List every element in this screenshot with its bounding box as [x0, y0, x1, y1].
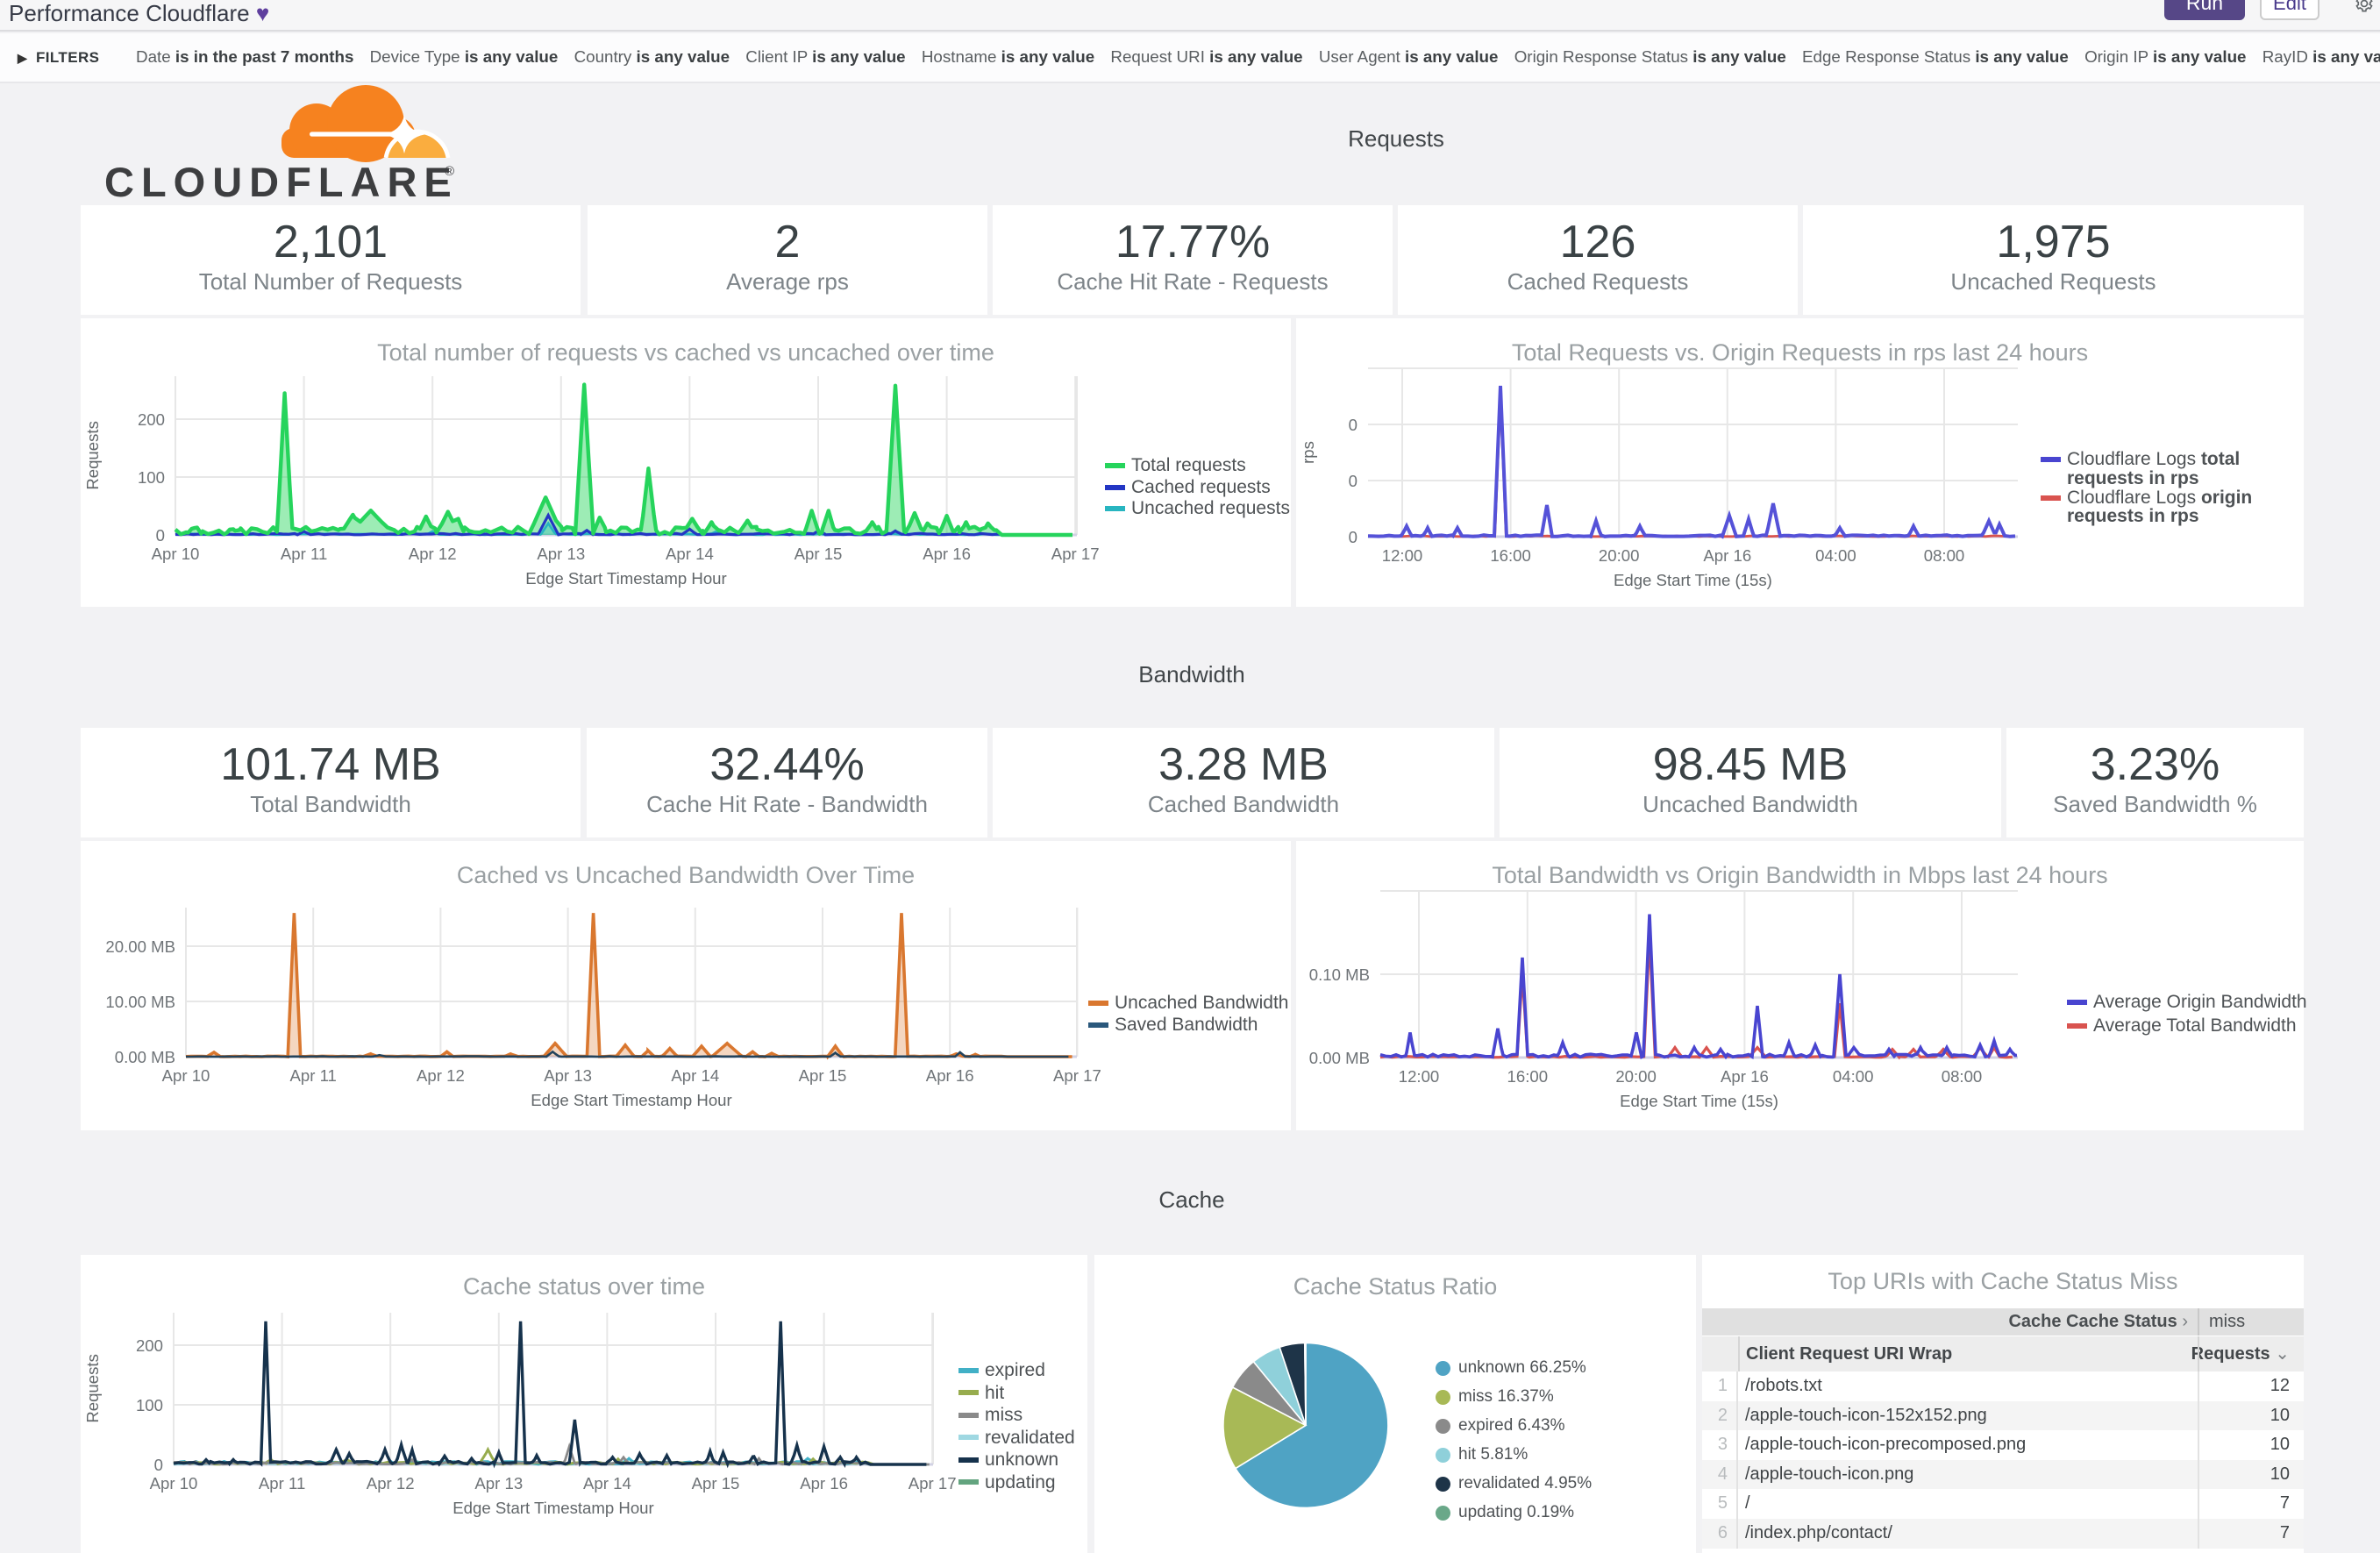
svg-text:Apr 17: Apr 17 — [909, 1474, 957, 1492]
svg-text:Edge Start Time (15s): Edge Start Time (15s) — [1620, 1092, 1778, 1110]
svg-text:Apr 12: Apr 12 — [367, 1474, 415, 1492]
svg-text:rps: rps — [1299, 441, 1317, 464]
svg-text:0.10 MB: 0.10 MB — [1309, 965, 1370, 984]
svg-text:Apr 11: Apr 11 — [289, 1066, 336, 1085]
svg-text:04:00: 04:00 — [1815, 546, 1856, 565]
svg-text:Apr 14: Apr 14 — [666, 545, 714, 563]
svg-text:Apr 10: Apr 10 — [150, 1474, 198, 1492]
svg-text:Edge Start Timestamp Hour: Edge Start Timestamp Hour — [525, 569, 726, 588]
svg-text:0.00 MB: 0.00 MB — [1309, 1049, 1370, 1067]
svg-text:0: 0 — [1349, 528, 1357, 546]
svg-text:Apr 15: Apr 15 — [795, 545, 843, 563]
svg-text:0.00 MB: 0.00 MB — [115, 1048, 175, 1066]
svg-text:0: 0 — [154, 1456, 163, 1474]
svg-text:20:00: 20:00 — [1599, 546, 1640, 565]
svg-text:200: 200 — [136, 1336, 163, 1355]
svg-text:Apr 15: Apr 15 — [799, 1066, 847, 1085]
svg-text:16:00: 16:00 — [1507, 1067, 1549, 1086]
svg-text:12:00: 12:00 — [1399, 1067, 1440, 1086]
svg-text:12:00: 12:00 — [1382, 546, 1423, 565]
svg-text:Edge Start Timestamp Hour: Edge Start Timestamp Hour — [452, 1499, 653, 1517]
svg-text:®: ® — [445, 164, 454, 179]
svg-text:200: 200 — [138, 410, 165, 429]
svg-text:16:00: 16:00 — [1490, 546, 1531, 565]
svg-text:Apr 14: Apr 14 — [583, 1474, 631, 1492]
svg-text:0: 0 — [156, 526, 165, 545]
svg-text:Apr 13: Apr 13 — [474, 1474, 523, 1492]
svg-text:Apr 13: Apr 13 — [544, 1066, 592, 1085]
svg-text:Apr 16: Apr 16 — [923, 545, 971, 563]
svg-text:Apr 16: Apr 16 — [1703, 546, 1751, 565]
svg-text:0: 0 — [1349, 416, 1357, 434]
svg-text:20.00 MB: 20.00 MB — [105, 937, 175, 956]
svg-text:Edge Start Timestamp Hour: Edge Start Timestamp Hour — [531, 1091, 731, 1109]
svg-text:100: 100 — [136, 1396, 163, 1414]
svg-text:Apr 15: Apr 15 — [692, 1474, 740, 1492]
svg-text:0: 0 — [1349, 472, 1357, 490]
svg-text:Requests: Requests — [83, 1354, 102, 1423]
svg-text:Apr 12: Apr 12 — [417, 1066, 465, 1085]
svg-text:Apr 17: Apr 17 — [1053, 1066, 1101, 1085]
svg-text:Requests: Requests — [83, 421, 102, 490]
svg-text:Apr 10: Apr 10 — [162, 1066, 210, 1085]
svg-text:08:00: 08:00 — [1924, 546, 1965, 565]
svg-text:Apr 13: Apr 13 — [537, 545, 585, 563]
svg-text:20:00: 20:00 — [1615, 1067, 1657, 1086]
svg-text:Apr 16: Apr 16 — [800, 1474, 848, 1492]
svg-text:Apr 16: Apr 16 — [926, 1066, 974, 1085]
svg-text:Apr 10: Apr 10 — [152, 545, 200, 563]
svg-text:Apr 11: Apr 11 — [259, 1474, 305, 1492]
svg-text:100: 100 — [138, 468, 165, 487]
svg-text:10.00 MB: 10.00 MB — [105, 993, 175, 1011]
svg-text:Apr 12: Apr 12 — [409, 545, 457, 563]
svg-text:04:00: 04:00 — [1833, 1067, 1874, 1086]
svg-text:Apr 16: Apr 16 — [1721, 1067, 1769, 1086]
svg-text:08:00: 08:00 — [1942, 1067, 1983, 1086]
svg-text:CLOUDFLARE: CLOUDFLARE — [104, 159, 455, 200]
svg-text:Apr 17: Apr 17 — [1051, 545, 1100, 563]
svg-text:Edge Start Time (15s): Edge Start Time (15s) — [1614, 571, 1772, 589]
svg-text:Apr 11: Apr 11 — [281, 545, 327, 563]
svg-text:Apr 14: Apr 14 — [671, 1066, 719, 1085]
